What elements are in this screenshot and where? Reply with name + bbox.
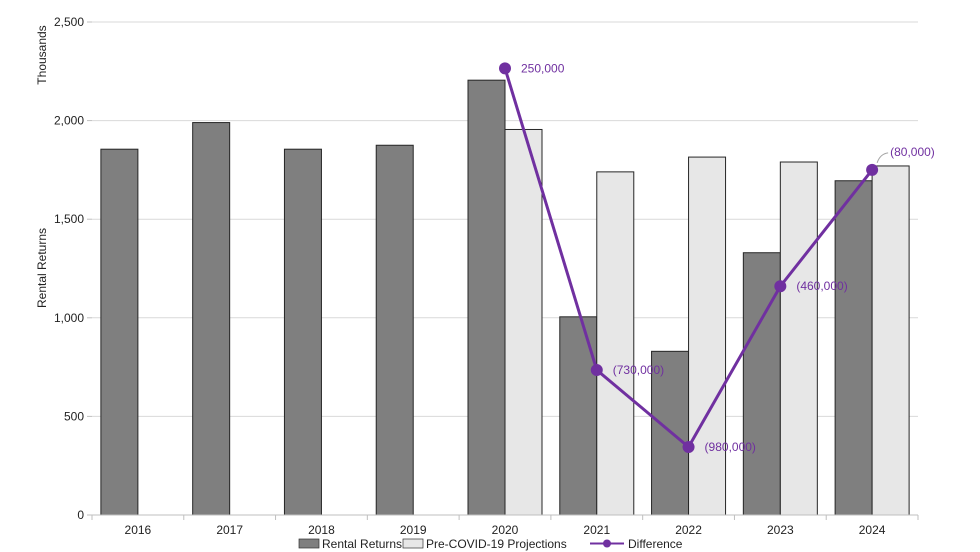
x-tick-label-2018: 2018 <box>308 523 335 537</box>
x-tick-label-2022: 2022 <box>675 523 702 537</box>
legend-swatch-rental-returns <box>298 538 320 549</box>
legend-label-pre-covid-projections: Pre-COVID-19 Projections <box>426 537 567 551</box>
y-tick-labels: 0 500 1,000 1,500 2,000 2,500 <box>54 15 92 522</box>
x-tick-labels: 2016 2017 2018 2019 2020 2021 2022 2023 2024 <box>91 515 919 537</box>
x-tick-label-2023: 2023 <box>767 523 794 537</box>
bar-rental-returns-2017 <box>192 122 231 516</box>
y-tick-label: 0 <box>77 508 84 522</box>
x-tick-label-2021: 2021 <box>583 523 610 537</box>
difference-label-2023: (460,000) <box>796 279 847 293</box>
bar-rental-returns-2023 <box>742 252 781 516</box>
y-tick-label: 1,500 <box>54 212 84 226</box>
difference-point-2023 <box>774 280 787 293</box>
y-tick-label: 2,000 <box>54 114 84 128</box>
difference-point-2021 <box>590 364 603 377</box>
bar-rental-returns-2016 <box>100 148 139 516</box>
bar-rental-returns-2019 <box>375 144 414 516</box>
difference-point-2022 <box>682 440 695 453</box>
difference-label-2020: 250,000 <box>521 61 565 75</box>
bar-rental-returns-2018 <box>283 148 322 516</box>
legend-label-difference: Difference <box>628 537 683 551</box>
bar-pre-covid-projection-2023 <box>779 161 818 516</box>
y-axis-title: Rental Returns <box>35 228 49 308</box>
difference-label-2021: (730,000) <box>613 363 664 377</box>
difference-point-2020 <box>499 62 511 75</box>
y-tick-label: 500 <box>64 409 84 423</box>
difference-label-2024: (80,000) <box>890 145 935 159</box>
x-tick-label-2016: 2016 <box>125 523 152 537</box>
bar-pre-covid-projection-2020 <box>504 128 543 516</box>
x-tick-label-2019: 2019 <box>400 523 427 537</box>
bar-rental-returns-2021 <box>559 316 598 516</box>
bars <box>100 79 910 516</box>
legend-label-rental-returns: Rental Returns <box>322 537 402 551</box>
bar-rental-returns-2020 <box>467 79 506 516</box>
difference-point-2024 <box>866 163 879 176</box>
x-tick-label-2024: 2024 <box>859 523 886 537</box>
x-tick-label-2020: 2020 <box>492 523 519 537</box>
legend: Rental Returns Pre-COVID-19 Projections … <box>298 537 683 551</box>
legend-swatch-pre-covid-projections <box>402 538 424 549</box>
y-axis-unit-label: Thousands <box>35 25 49 84</box>
bar-pre-covid-projection-2021 <box>596 171 635 516</box>
bar-pre-covid-projection-2024 <box>871 165 910 516</box>
bar-rental-returns-2024 <box>834 180 873 516</box>
difference-label-leader <box>876 152 889 164</box>
x-tick-label-2017: 2017 <box>216 523 243 537</box>
y-tick-label: 1,000 <box>54 311 84 325</box>
y-tick-label: 2,500 <box>54 15 84 29</box>
difference-series: 250,000 (730,000) (980,000) (460,000) (80,00… <box>499 61 935 454</box>
bar-pre-covid-projection-2022 <box>688 156 727 516</box>
difference-label-2022: (980,000) <box>705 440 756 454</box>
legend-marker-difference <box>603 539 611 548</box>
